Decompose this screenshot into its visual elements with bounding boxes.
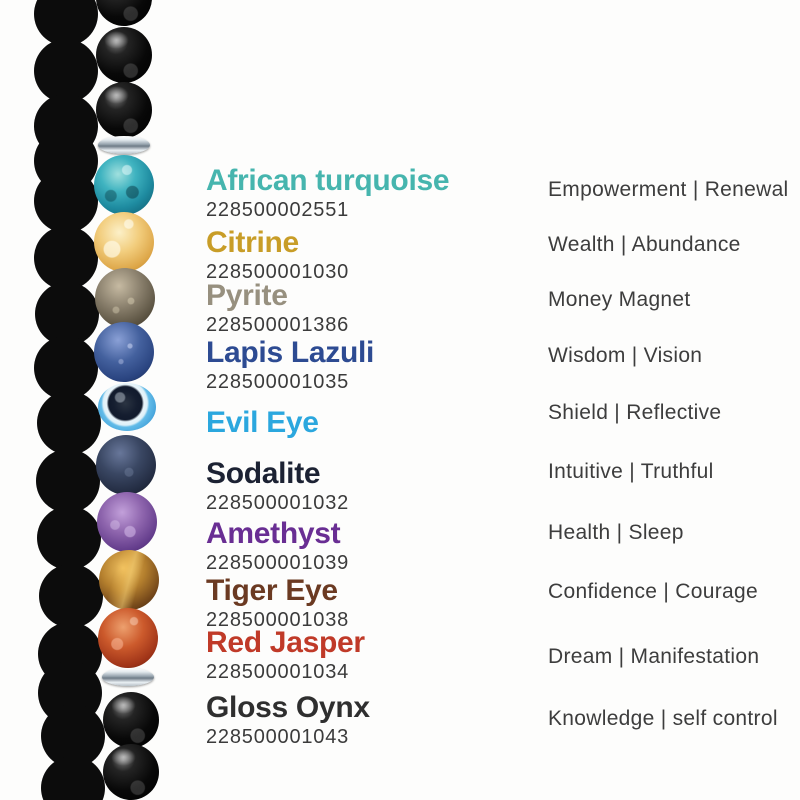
bracelet-photo (0, 0, 210, 800)
stone-sku: 228500001043 (206, 726, 350, 748)
bead-shadow (34, 336, 98, 400)
silver-spacer-disc (102, 668, 154, 686)
stone-row-red-jasper: Red Jasper 228500001034 Dream | Manifest… (206, 625, 759, 683)
stone-name: Amethyst (206, 517, 341, 550)
black-onyx-bead (103, 692, 159, 748)
stone-meaning: Wisdom | Vision (548, 344, 703, 367)
stone-name: African turquoise (206, 164, 450, 197)
bead-shadow (34, 169, 98, 233)
stone-meaning: Confidence | Courage (548, 580, 758, 603)
stone-row-amethyst: Amethyst 228500001039 Health | Sleep (206, 516, 683, 574)
stone-row-pyrite: Pyrite 228500001386 Money Magnet (206, 278, 690, 336)
stone-name: Gloss Oynx (206, 691, 370, 724)
stone-sku: 228500001034 (206, 661, 350, 683)
black-onyx-bead (96, 0, 152, 26)
stone-meaning: Money Magnet (548, 288, 691, 311)
black-onyx-bead (96, 82, 152, 138)
stone-row-sodalite: Sodalite 228500001032 Intuitive | Truthf… (206, 456, 713, 514)
stone-sku: 228500001039 (206, 552, 350, 574)
evil-eye-bead (98, 383, 156, 431)
citrine-bead (94, 212, 154, 272)
bead-shadow (41, 756, 105, 800)
pyrite-bead (95, 268, 155, 328)
lapis-lazuli-bead (94, 322, 154, 382)
stone-row-citrine: Citrine 228500001030 Wealth | Abundance (206, 225, 740, 283)
stone-sku: 228500001035 (206, 371, 350, 393)
bead-shadow (34, 226, 98, 290)
stone-name: Red Jasper (206, 626, 365, 659)
bead-shadow (37, 506, 101, 570)
bead-shadow (36, 449, 100, 513)
stone-sku: 228500001038 (206, 609, 350, 631)
stone-meaning: Health | Sleep (548, 521, 684, 544)
bead-shadow (39, 564, 103, 628)
african-turquoise-bead (94, 155, 154, 215)
tiger-eye-bead (99, 550, 159, 610)
stone-meaning: Empowerment | Renewal (548, 178, 789, 201)
stone-meaning: Knowledge | self control (548, 707, 778, 730)
silver-spacer-disc (98, 136, 150, 154)
stone-row-african-turquoise: African turquoise 228500002551 Empowerme… (206, 163, 788, 221)
stone-row-gloss-oynx: Gloss Oynx 228500001043 Knowledge | self… (206, 690, 777, 748)
stone-name: Sodalite (206, 457, 321, 490)
bead-shadow (34, 39, 98, 103)
sodalite-bead (96, 435, 156, 495)
stone-meaning: Wealth | Abundance (548, 233, 741, 256)
stone-sku: 228500001032 (206, 492, 350, 514)
stone-sku: 228500001030 (206, 261, 350, 283)
stone-sku: 228500001386 (206, 314, 350, 336)
red-jasper-bead (98, 608, 158, 668)
stone-name: Lapis Lazuli (206, 336, 375, 369)
stone-meaning: Intuitive | Truthful (548, 460, 714, 483)
stone-row-tiger-eye: Tiger Eye 228500001038 Confidence | Cour… (206, 573, 758, 631)
stone-row-lapis-lazuli: Lapis Lazuli 228500001035 Wisdom | Visio… (206, 335, 702, 393)
black-onyx-bead (103, 744, 159, 800)
stone-meaning: Dream | Manifestation (548, 645, 760, 668)
stone-meaning: Shield | Reflective (548, 401, 722, 424)
stone-row-evil-eye: Evil Eye Shield | Reflective (206, 401, 721, 441)
stone-name: Pyrite (206, 279, 288, 312)
bead-shadow (37, 391, 101, 455)
stone-name: Evil Eye (206, 406, 319, 439)
amethyst-bead (97, 492, 157, 552)
bead-shadow (35, 282, 99, 346)
stone-name: Citrine (206, 226, 299, 259)
black-onyx-bead (96, 27, 152, 83)
stone-sku: 228500002551 (206, 199, 350, 221)
stone-name: Tiger Eye (206, 574, 338, 607)
